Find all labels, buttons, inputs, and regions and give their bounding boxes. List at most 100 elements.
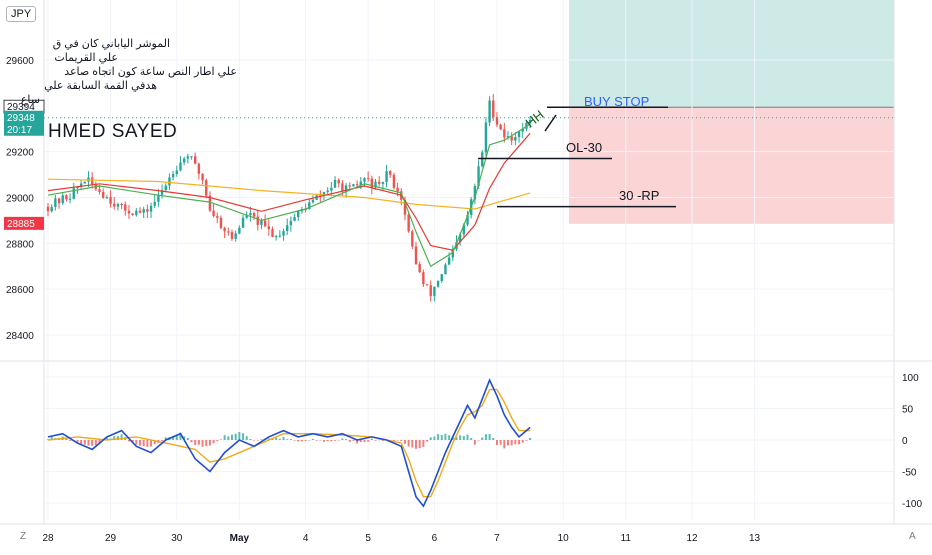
candle-body xyxy=(238,227,241,234)
timezone-toggle[interactable]: Z xyxy=(20,531,27,542)
candle-body xyxy=(385,171,388,183)
candle-body xyxy=(201,173,204,181)
time-tick-label: 11 xyxy=(621,533,632,544)
candle-body xyxy=(124,204,127,211)
histogram-bar xyxy=(444,433,447,440)
histogram-bar xyxy=(172,436,175,440)
candle-body xyxy=(436,281,440,287)
candle-body xyxy=(418,264,421,273)
histogram-bar xyxy=(83,440,86,445)
price-badge-stop: 28885 xyxy=(7,219,35,230)
price-tick-label: 28600 xyxy=(6,285,34,296)
oscillator-tick-label: 100 xyxy=(902,373,919,384)
histogram-bar xyxy=(525,440,528,441)
price-tick-label: 29000 xyxy=(6,194,34,205)
candle-body xyxy=(528,119,532,123)
histogram-bar xyxy=(249,438,252,440)
time-tick-label: 5 xyxy=(365,533,371,544)
profit-zone xyxy=(569,0,894,108)
candle-body xyxy=(396,187,399,192)
candle-body xyxy=(76,186,79,189)
price-badge-high-bg xyxy=(4,100,44,114)
candle-body xyxy=(153,201,156,206)
auto-scale-toggle[interactable]: A xyxy=(909,531,916,542)
histogram-bar xyxy=(80,440,83,445)
oscillator-tick-label: -50 xyxy=(902,468,917,479)
histogram-bar xyxy=(253,440,256,441)
candle-body xyxy=(142,209,145,213)
candle-body xyxy=(389,171,392,175)
ma-slow-line xyxy=(47,178,531,210)
histogram-bar xyxy=(345,439,348,440)
histogram-bar xyxy=(337,440,340,441)
candle-body xyxy=(256,216,259,225)
candle-body xyxy=(105,197,109,199)
histogram-bar xyxy=(289,439,292,440)
candle-body xyxy=(146,209,149,212)
histogram-bar xyxy=(300,440,303,442)
symbol-tag[interactable]: JPY xyxy=(6,6,37,22)
candle-body xyxy=(337,179,340,184)
histogram-bar xyxy=(205,440,208,447)
candle-body xyxy=(252,213,256,217)
histogram-bar xyxy=(455,436,458,440)
candle-body xyxy=(355,184,359,186)
histogram-bar xyxy=(175,434,178,440)
histogram-bar xyxy=(245,436,248,440)
histogram-bar xyxy=(179,432,182,440)
histogram-bar xyxy=(510,440,513,446)
candle-body xyxy=(481,152,484,167)
histogram-bar xyxy=(50,436,53,440)
histogram-bar xyxy=(208,440,211,446)
histogram-bar xyxy=(426,440,429,442)
candle-body xyxy=(190,156,193,158)
histogram-bar xyxy=(127,440,130,442)
candle-body xyxy=(495,117,499,125)
histogram-bar xyxy=(91,440,94,446)
histogram-bar xyxy=(186,437,189,440)
histogram-bar xyxy=(437,434,440,440)
candle-body xyxy=(326,190,329,193)
candle-body xyxy=(503,129,506,138)
candle-body xyxy=(57,198,61,204)
histogram-bar xyxy=(495,440,498,445)
histogram-bar xyxy=(164,437,167,440)
candle-body xyxy=(297,211,300,218)
candle-body xyxy=(322,192,326,196)
candle-body xyxy=(484,122,488,153)
histogram-bar xyxy=(422,440,425,447)
time-tick-label: 13 xyxy=(749,533,761,544)
candle-body xyxy=(194,156,197,164)
histogram-bar xyxy=(433,436,436,440)
candle-body xyxy=(50,206,53,212)
time-tick-label: 28 xyxy=(42,533,54,544)
price-badge-high: 29394 xyxy=(7,102,35,113)
candle-body xyxy=(308,202,311,210)
candle-body xyxy=(234,233,237,239)
candle-body xyxy=(135,210,138,215)
candle-body xyxy=(263,220,267,227)
histogram-bar xyxy=(282,437,285,440)
candle-body xyxy=(54,198,57,207)
candle-body xyxy=(182,158,186,163)
histogram-bar xyxy=(378,439,381,441)
candle-body xyxy=(499,124,502,130)
candle-body xyxy=(175,170,178,175)
candle-body xyxy=(168,177,171,186)
candle-body xyxy=(359,181,362,186)
histogram-bar xyxy=(396,440,399,441)
hh-mark[interactable] xyxy=(544,114,557,132)
candle-body xyxy=(352,184,355,187)
candle-body xyxy=(492,100,495,118)
histogram-bar xyxy=(275,437,278,440)
histogram-bar xyxy=(459,435,462,440)
histogram-bar xyxy=(348,440,351,442)
histogram-bar xyxy=(484,434,487,440)
candle-body xyxy=(286,225,289,232)
candle-body xyxy=(90,177,94,185)
histogram-bar xyxy=(359,440,362,443)
candle-body xyxy=(363,178,366,182)
candle-body xyxy=(131,213,134,215)
